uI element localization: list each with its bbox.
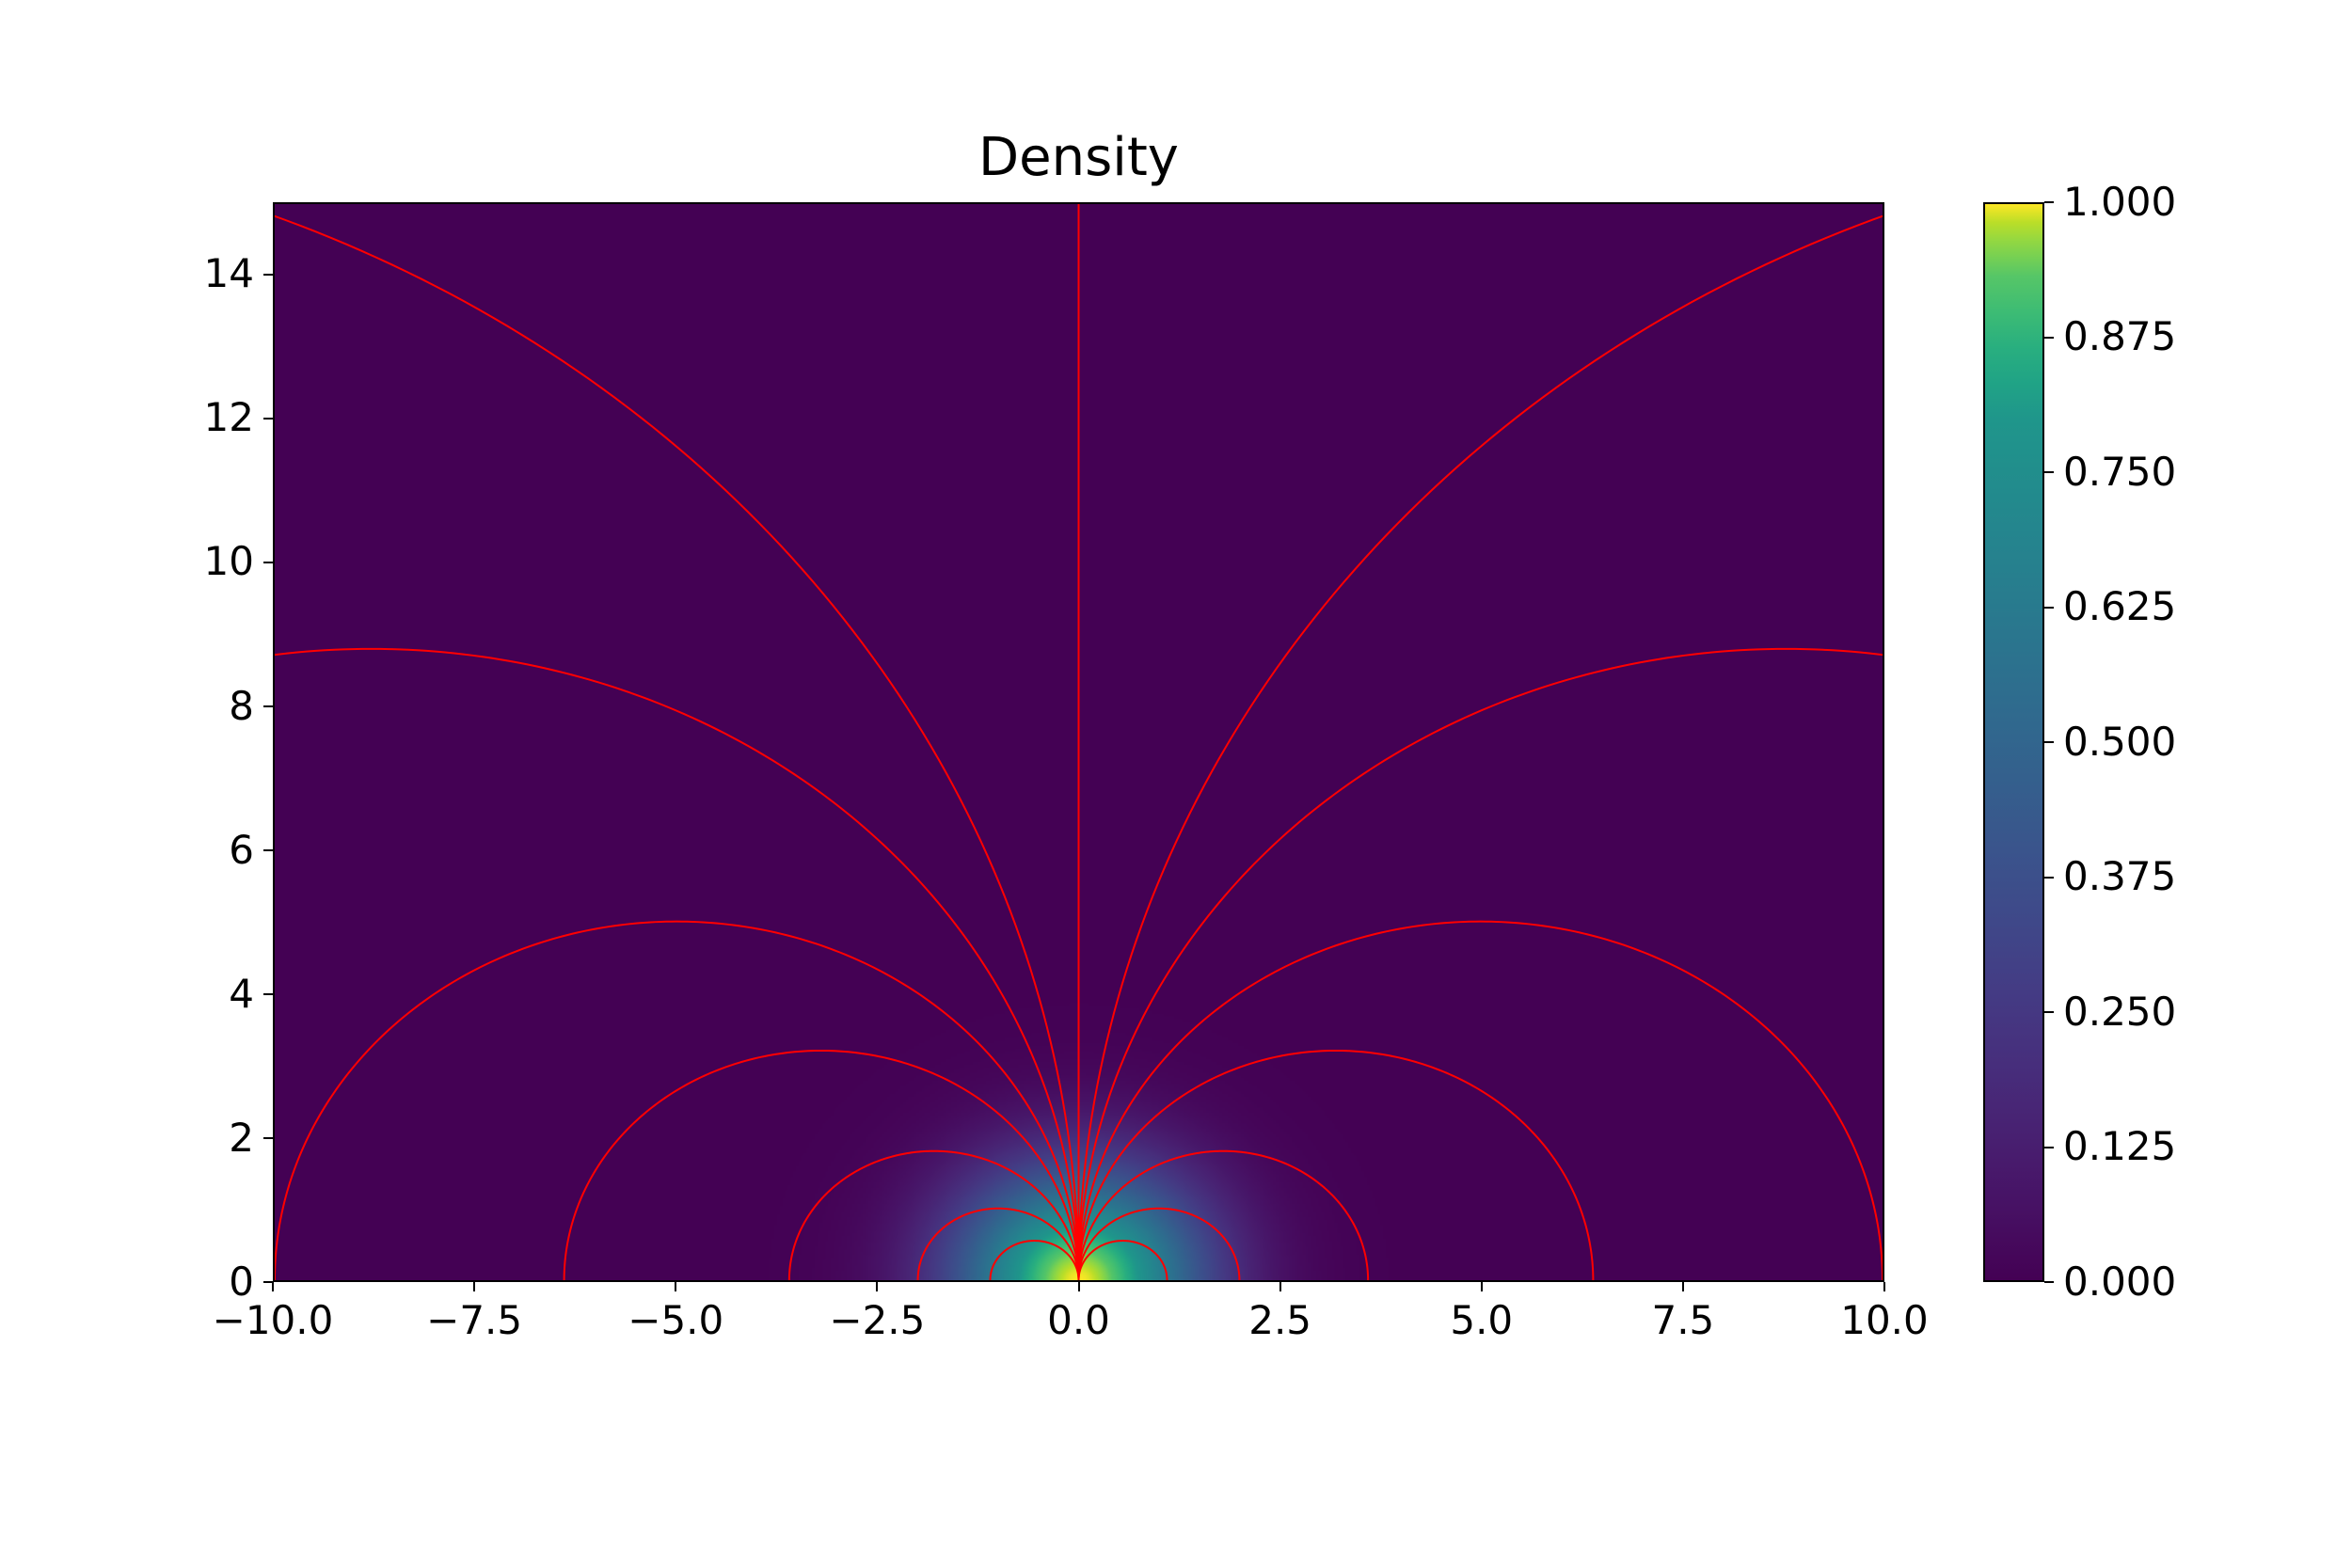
field-line	[275, 204, 1078, 1280]
colorbar-tick-label: 0.125	[2063, 1123, 2176, 1169]
x-tick-mark	[876, 1282, 878, 1291]
colorbar-tick-mark	[2044, 471, 2054, 473]
x-tick-label: 10.0	[1809, 1297, 1960, 1343]
y-tick-mark	[263, 849, 273, 851]
field-line	[275, 922, 1079, 1280]
x-tick-mark	[1682, 1282, 1684, 1291]
x-tick-mark	[675, 1282, 676, 1291]
y-tick-label: 4	[229, 971, 254, 1017]
x-tick-label: −7.5	[399, 1297, 549, 1343]
x-tick-mark	[1481, 1282, 1483, 1291]
colorbar-tick-label: 0.625	[2063, 583, 2176, 629]
field-line	[1079, 1241, 1168, 1280]
x-tick-mark	[1883, 1282, 1885, 1291]
colorbar-tick-label: 0.250	[2063, 989, 2176, 1035]
colorbar-tick-mark	[2044, 877, 2054, 879]
x-tick-mark	[1078, 1282, 1080, 1291]
y-tick-label: 14	[204, 250, 254, 296]
y-tick-label: 8	[229, 683, 254, 729]
y-tick-mark	[263, 705, 273, 707]
field-line	[1079, 649, 1883, 1280]
plot-area	[273, 202, 1884, 1282]
colorbar-tick-label: 0.500	[2063, 719, 2176, 765]
y-tick-mark	[263, 1281, 273, 1283]
field-line	[991, 1241, 1079, 1280]
field-line	[275, 649, 1078, 1280]
colorbar	[1983, 202, 2044, 1282]
x-tick-mark	[1279, 1282, 1281, 1291]
colorbar-tick-mark	[2044, 201, 2054, 203]
colorbar-tick-mark	[2044, 1281, 2054, 1283]
x-tick-label: −10.0	[198, 1297, 348, 1343]
y-tick-mark	[263, 418, 273, 420]
colorbar-tick-label: 1.000	[2063, 179, 2176, 225]
field-line	[1079, 922, 1883, 1280]
colorbar-tick-mark	[2044, 1011, 2054, 1013]
colorbar-tick-mark	[2044, 337, 2054, 339]
x-tick-label: 2.5	[1205, 1297, 1356, 1343]
contour-lines	[275, 204, 1883, 1280]
colorbar-tick-label: 0.875	[2063, 313, 2176, 359]
figure: Density −10.0 −7.5 −5.0 −2.5 0.0 2.5 5.0 7.5 10.…	[0, 0, 2352, 1568]
colorbar-tick-label: 0.750	[2063, 449, 2176, 495]
x-tick-label: −5.0	[600, 1297, 751, 1343]
colorbar-tick-label: 0.375	[2063, 853, 2176, 899]
field-line	[1079, 204, 1883, 1280]
colorbar-tick-mark	[2044, 1147, 2054, 1148]
colorbar-tick-mark	[2044, 607, 2054, 609]
y-tick-label: 6	[229, 827, 254, 873]
y-tick-label: 2	[229, 1115, 254, 1161]
x-tick-label: 5.0	[1406, 1297, 1557, 1343]
y-tick-mark	[263, 274, 273, 276]
x-tick-label: −2.5	[802, 1297, 952, 1343]
y-tick-label: 0	[229, 1259, 254, 1305]
colorbar-tick-label: 0.000	[2063, 1259, 2176, 1305]
y-tick-label: 12	[204, 394, 254, 440]
y-tick-mark	[263, 562, 273, 563]
x-tick-mark	[473, 1282, 475, 1291]
colorbar-tick-mark	[2044, 741, 2054, 743]
y-tick-mark	[263, 1137, 273, 1139]
y-tick-label: 10	[204, 538, 254, 584]
x-tick-label: 7.5	[1608, 1297, 1758, 1343]
x-tick-label: 0.0	[1004, 1297, 1154, 1343]
y-tick-mark	[263, 993, 273, 995]
plot-title: Density	[273, 127, 1884, 188]
x-tick-mark	[272, 1282, 274, 1291]
